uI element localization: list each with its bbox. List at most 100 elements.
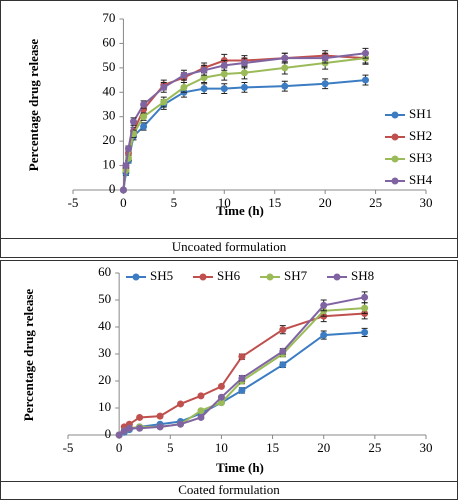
y-tick-label: 0	[105, 426, 112, 441]
data-point	[240, 69, 248, 77]
x-tick-label: -5	[68, 195, 79, 210]
data-point	[200, 74, 208, 82]
data-point	[321, 54, 329, 62]
legend-marker	[391, 155, 399, 163]
x-tick-label: 15	[268, 195, 281, 210]
data-point	[160, 98, 168, 106]
data-point	[361, 304, 369, 312]
data-point	[197, 413, 205, 421]
x-axis-title: Time (h)	[216, 203, 264, 218]
data-point	[200, 66, 208, 74]
series-line	[118, 296, 365, 436]
x-tick-label: 20	[319, 195, 332, 210]
data-point	[238, 353, 246, 361]
legend-marker	[266, 273, 274, 281]
data-point	[220, 61, 228, 69]
legend-marker	[333, 273, 341, 281]
data-point	[220, 85, 228, 93]
series-line	[118, 312, 365, 436]
x-tick-label: 10	[218, 195, 231, 210]
data-point	[281, 82, 289, 90]
y-tick-label: 0	[109, 181, 116, 196]
data-point	[279, 361, 287, 369]
data-point	[281, 64, 289, 72]
legend-label: SH2	[409, 128, 432, 143]
y-axis-title: Percentage drug release	[26, 39, 41, 172]
data-point	[140, 113, 148, 121]
legend-label: SH1	[409, 106, 432, 121]
data-point	[220, 70, 228, 78]
data-point	[361, 328, 369, 336]
x-tick-label: 30	[420, 440, 433, 455]
data-point	[361, 293, 369, 301]
data-point	[240, 59, 248, 67]
legend-label: SH6	[217, 268, 241, 283]
data-point	[140, 122, 148, 130]
data-point	[279, 347, 287, 355]
y-tick-label: 20	[98, 372, 111, 387]
legend-label: SH3	[409, 150, 432, 165]
legend-label: SH4	[409, 172, 433, 187]
data-point	[197, 407, 205, 415]
data-point	[217, 393, 225, 401]
data-point	[156, 412, 164, 420]
x-tick-label: 10	[215, 440, 228, 455]
data-point	[136, 413, 144, 421]
legend-marker	[391, 133, 399, 141]
data-point	[217, 382, 225, 390]
data-point	[281, 54, 289, 62]
series-line	[122, 79, 366, 191]
x-axis-title: Time (h)	[216, 460, 264, 475]
data-point	[320, 301, 328, 309]
y-tick-label: 70	[102, 10, 115, 25]
caption: Uncoated formulation	[172, 239, 287, 254]
legend-marker	[199, 273, 207, 281]
data-point	[180, 83, 188, 91]
y-axis-title: Percentage drug release	[21, 289, 36, 422]
data-point	[115, 431, 123, 439]
data-point	[125, 424, 133, 432]
data-point	[140, 101, 148, 108]
data-point	[130, 118, 138, 126]
data-point	[119, 186, 127, 194]
x-tick-label: 25	[368, 440, 381, 455]
x-tick-label: 5	[167, 440, 174, 455]
data-point	[238, 386, 246, 394]
legend-label: SH8	[351, 268, 374, 283]
y-tick-label: 60	[102, 34, 115, 49]
legend-label: SH7	[284, 268, 308, 283]
x-tick-label: 25	[369, 195, 382, 210]
legend-label: SH5	[150, 268, 173, 283]
legend-marker	[391, 111, 399, 119]
data-point	[177, 420, 185, 428]
y-tick-label: 40	[102, 83, 115, 98]
data-point	[136, 424, 144, 432]
y-tick-label: 30	[102, 108, 115, 123]
data-point	[217, 399, 225, 407]
y-tick-label: 10	[102, 157, 115, 172]
y-tick-label: 10	[98, 399, 111, 414]
data-point	[320, 331, 328, 339]
x-tick-label: -5	[63, 440, 74, 455]
data-point	[160, 83, 168, 91]
x-tick-label: 5	[171, 195, 178, 210]
data-point	[321, 80, 329, 88]
y-tick-label: 20	[102, 132, 115, 147]
caption: Coated formulation	[178, 482, 280, 497]
data-point	[122, 162, 130, 170]
y-tick-label: 30	[98, 345, 111, 360]
legend-marker	[132, 273, 140, 281]
data-point	[177, 400, 185, 408]
data-point	[124, 144, 132, 152]
data-point	[240, 83, 248, 91]
data-point	[361, 49, 369, 57]
panel-frame	[0, 0, 458, 258]
data-point	[279, 326, 287, 334]
data-point	[180, 71, 188, 79]
data-point	[197, 392, 205, 400]
data-point	[238, 374, 246, 382]
x-tick-label: 20	[317, 440, 330, 455]
data-point	[200, 85, 208, 93]
x-tick-label: 30	[420, 195, 433, 210]
legend-marker	[391, 177, 399, 185]
